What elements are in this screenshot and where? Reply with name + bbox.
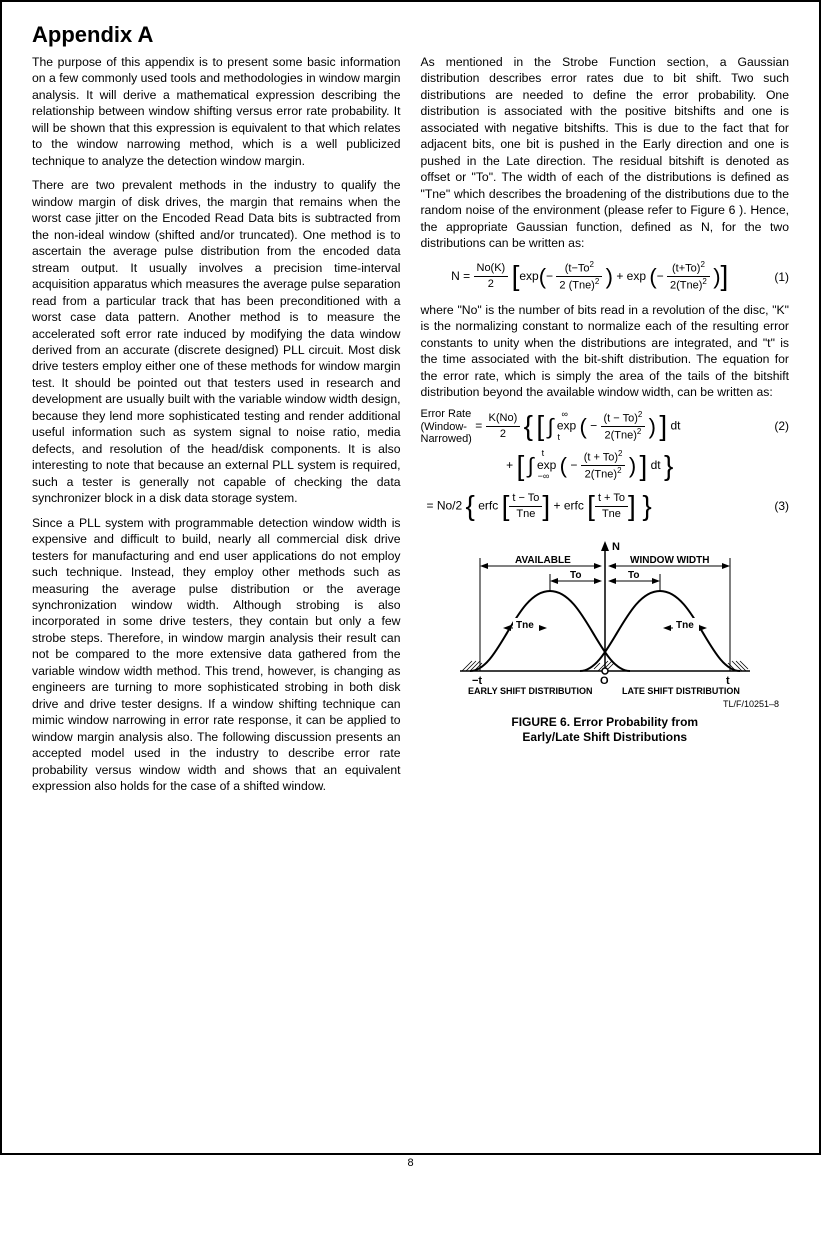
eq3-body: = No/2 { erfc [t − ToTne] + erfc [t + To…: [421, 491, 760, 522]
appendix-title: Appendix A: [32, 22, 789, 48]
fig-label-available: AVAILABLE: [515, 555, 571, 566]
eq2-lhs-label: Error Rate (Window- Narrowed): [421, 408, 472, 444]
fig-label-window-width: WINDOW WIDTH: [630, 555, 709, 566]
eq1-body: N = No(K)2 [exp(− (t−To22 (Tne)2 ) + exp…: [421, 260, 760, 294]
eq3-number: (3): [759, 498, 789, 514]
equation-3: = No/2 { erfc [t − ToTne] + erfc [t + To…: [421, 491, 790, 522]
two-column-layout: The purpose of this appendix is to prese…: [32, 54, 789, 1143]
right-column: As mentioned in the Strobe Function sect…: [421, 54, 790, 1143]
fig-label-to-right: To: [628, 570, 639, 581]
figure-6-caption: FIGURE 6. Error Probability from Early/L…: [421, 715, 790, 746]
fig-label-tne-right: Tne: [676, 620, 694, 631]
fig-label-n: N: [612, 541, 620, 553]
eq2-label-2: (Window-: [421, 421, 467, 433]
figure-6-svg: N AVAILABLE WINDOW WIDTH: [440, 536, 770, 696]
page-number: 8: [0, 1155, 821, 1171]
figure-6-caption-l2: Early/Late Shift Distributions: [522, 730, 687, 744]
right-para-2: where "No" is the number of bits read in…: [421, 302, 790, 401]
eq1-number: (1): [759, 269, 789, 285]
equation-2: Error Rate (Window- Narrowed) = K(No)2 {…: [421, 408, 790, 444]
left-para-3: Since a PLL system with programmable det…: [32, 515, 401, 795]
figure-6-id: TL/F/10251–8: [421, 698, 790, 710]
page-container: Appendix A The purpose of this appendix …: [0, 0, 821, 1155]
eq2b-body: + [ ∫t−∞ exp ( − (t + To)22(Tne)2 ) ] dt…: [421, 449, 760, 483]
fig-label-to-left: To: [570, 570, 581, 581]
equation-1: N = No(K)2 [exp(− (t−To22 (Tne)2 ) + exp…: [421, 260, 790, 294]
figure-6-caption-l1: FIGURE 6. Error Probability from: [511, 715, 698, 729]
eq2-body: Error Rate (Window- Narrowed) = K(No)2 {…: [421, 408, 760, 444]
left-para-1: The purpose of this appendix is to prese…: [32, 54, 401, 169]
fig-label-late: LATE SHIFT DISTRIBUTION: [622, 686, 740, 696]
left-column: The purpose of this appendix is to prese…: [32, 54, 401, 1143]
right-para-1: As mentioned in the Strobe Function sect…: [421, 54, 790, 252]
eq2-label-3: Narrowed): [421, 433, 472, 445]
fig-label-origin: O: [600, 675, 609, 687]
fig-label-tne-left: Tne: [516, 620, 534, 631]
equation-2b: + [ ∫t−∞ exp ( − (t + To)22(Tne)2 ) ] dt…: [421, 449, 790, 483]
left-para-2: There are two prevalent methods in the i…: [32, 177, 401, 506]
figure-6: N AVAILABLE WINDOW WIDTH: [421, 536, 790, 745]
fig-label-early: EARLY SHIFT DISTRIBUTION: [468, 686, 593, 696]
column-spacer: [32, 803, 401, 1143]
eq2-number: (2): [759, 418, 789, 434]
eq2-label-1: Error Rate: [421, 408, 472, 420]
